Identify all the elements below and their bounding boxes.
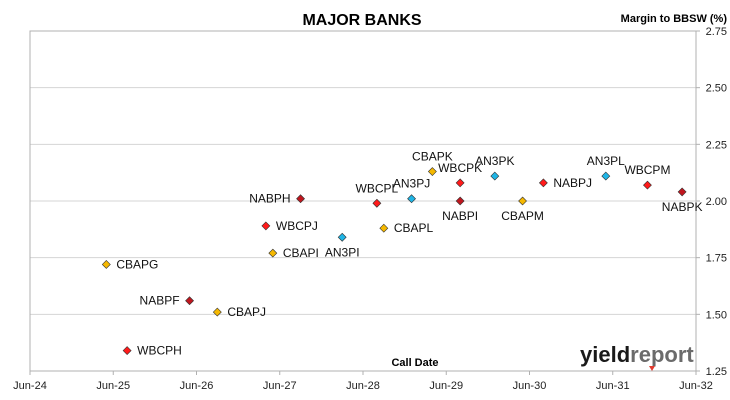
gridlines <box>30 30 696 372</box>
point-label-nabpi: NABPI <box>442 209 478 223</box>
x-axis-title: Call Date <box>391 357 438 369</box>
x-tick-label: Jun-32 <box>679 380 713 392</box>
x-tick-label: Jun-30 <box>513 380 547 392</box>
point-nabpf <box>185 296 194 306</box>
point-wbcph <box>122 346 132 356</box>
point-wbcpm <box>643 180 652 190</box>
point-wbcpl <box>372 198 382 208</box>
point-label-wbcph: WBCPH <box>137 344 182 358</box>
x-tick-label: Jun-24 <box>13 380 47 392</box>
point-wbcpj <box>261 221 271 231</box>
point-label-cbapi: CBAPI <box>283 246 319 260</box>
point-cbapi <box>268 248 278 258</box>
point-cbapm <box>518 196 527 206</box>
point-cbapl <box>379 223 389 233</box>
point-label-wbcpm: WBCPM <box>624 163 670 177</box>
point-cbapj <box>212 307 222 317</box>
data-points: CBAPG WBCPH NABPF CBAPJ WBCPJ CBAPI NABPH AN3PI… <box>101 150 703 358</box>
x-tick-label: Jun-27 <box>263 380 297 392</box>
y-tick-label: 2.50 <box>706 83 727 95</box>
point-wbcpk <box>455 178 465 188</box>
x-tick-label: Jun-29 <box>429 380 463 392</box>
point-label-an3pl: AN3PL <box>587 154 625 168</box>
point-label-cbapk: CBAPK <box>412 150 453 164</box>
yieldreport-logo: yieldreport <box>580 342 694 371</box>
x-tick-label: Jun-26 <box>180 380 214 392</box>
point-label-nabpk: NABPK <box>662 200 703 214</box>
svg-text:yieldreport: yieldreport <box>580 342 694 367</box>
point-label-wbcpj: WBCPJ <box>276 219 318 233</box>
logo-text-bold: yield <box>580 342 630 367</box>
y-tick-label: 1.25 <box>706 366 727 378</box>
point-label-nabpj: NABPJ <box>553 176 592 190</box>
y-tick-label: 2.75 <box>706 26 727 38</box>
x-axis-ticks: Jun-24 Jun-25 Jun-26 Jun-27 Jun-28 Jun-29 Jun-… <box>13 371 713 392</box>
point-cbapg <box>101 260 111 269</box>
logo-arrow-icon <box>649 366 655 371</box>
point-nabpi <box>455 196 465 206</box>
y-axis-title: Margin to BBSW (%) <box>621 13 728 25</box>
point-cbapk <box>427 167 437 176</box>
point-label-wbcpk: WBCPK <box>438 161 482 175</box>
point-nabph <box>296 194 305 204</box>
point-an3pj <box>407 194 416 204</box>
point-label-cbapm: CBAPM <box>501 209 544 223</box>
point-label-nabph: NABPH <box>249 192 290 206</box>
y-tick-label: 1.50 <box>706 309 727 321</box>
point-label-cbapl: CBAPL <box>394 221 434 235</box>
point-an3pl <box>601 171 611 181</box>
point-an3pk <box>490 171 500 181</box>
point-label-an3pk: AN3PK <box>475 154 514 168</box>
point-label-wbcpl: WBCPL <box>356 181 399 195</box>
point-label-an3pj: AN3PJ <box>393 177 430 191</box>
point-label-an3pi: AN3PI <box>325 245 360 259</box>
y-tick-label: 2.00 <box>706 196 727 208</box>
logo-text-light: report <box>630 342 694 367</box>
point-nabpj <box>538 178 548 188</box>
x-tick-label: Jun-31 <box>596 380 630 392</box>
x-tick-label: Jun-28 <box>346 380 380 392</box>
point-label-nabpf: NABPF <box>140 294 180 308</box>
point-label-cbapg: CBAPG <box>116 257 158 271</box>
y-tick-label: 1.75 <box>706 253 727 265</box>
point-nabpk <box>677 187 687 197</box>
x-tick-label: Jun-25 <box>96 380 130 392</box>
point-an3pi <box>337 232 347 242</box>
y-tick-label: 2.25 <box>706 139 727 151</box>
y-axis-ticks: 1.25 1.50 1.75 2.00 2.25 2.50 2.75 <box>696 26 727 378</box>
chart-title: MAJOR BANKS <box>302 12 421 29</box>
point-label-cbapj: CBAPJ <box>227 305 266 319</box>
